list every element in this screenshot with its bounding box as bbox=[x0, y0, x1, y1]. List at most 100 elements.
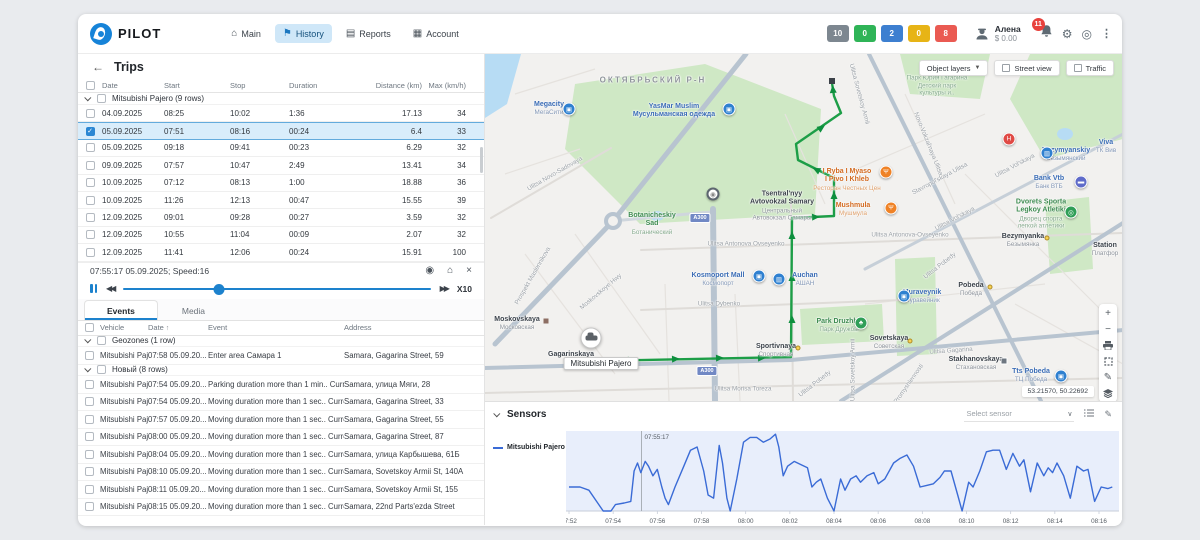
bank-vtb-poi[interactable]: ▬ bbox=[1075, 176, 1088, 189]
object-layers-dropdown[interactable]: Object layers ▼ bbox=[919, 60, 989, 76]
slider-thumb[interactable] bbox=[213, 284, 224, 295]
list-item[interactable]: Mitsubishi Paj...08:11 05.09.20...Moving… bbox=[78, 481, 484, 499]
row-checkbox[interactable] bbox=[86, 161, 95, 170]
row-checkbox[interactable] bbox=[85, 380, 94, 389]
group-checkbox[interactable] bbox=[97, 336, 106, 345]
chevron-down-icon[interactable] bbox=[84, 94, 91, 101]
zoom-out-button[interactable]: − bbox=[1102, 323, 1114, 335]
list-item[interactable]: Mitsubishi Paj...08:10 05.09.20...Moving… bbox=[78, 464, 484, 482]
select-all-checkbox[interactable] bbox=[85, 323, 94, 332]
nav-item-history[interactable]: ⚑History bbox=[275, 24, 332, 43]
vehicle-label[interactable]: Mitsubishi Pajero bbox=[564, 357, 639, 370]
playback-rate[interactable]: X10 bbox=[457, 284, 472, 294]
sort-asc-icon[interactable]: ↑ bbox=[164, 325, 169, 332]
notifications-button[interactable]: 11 bbox=[1040, 24, 1053, 43]
user-block[interactable]: Алена $ 0.00 bbox=[974, 24, 1021, 43]
brush-icon[interactable]: ✎ bbox=[1104, 409, 1112, 420]
table-row[interactable]: 10.09.202511:2612:1300:4715.5539 bbox=[78, 192, 484, 209]
table-row[interactable]: 12.09.202509:0109:2800:273.5932 bbox=[78, 209, 484, 226]
row-checkbox[interactable] bbox=[85, 397, 94, 406]
traffic-checkbox[interactable] bbox=[1074, 64, 1082, 72]
gear-icon[interactable]: ⚙ bbox=[1062, 27, 1073, 41]
rewind-icon[interactable]: ◀◀ bbox=[106, 284, 114, 293]
dvorets-sporta-poi[interactable]: ◎ bbox=[1065, 206, 1078, 219]
kosmoport-poi[interactable]: ▣ bbox=[753, 270, 766, 283]
list-item[interactable]: Mitsubishi Paj...07:58 05.09.20...Enter … bbox=[78, 347, 484, 365]
speed-chart[interactable]: 07:5207:5407:5607:5808:0008:0208:0408:06… bbox=[566, 431, 1122, 526]
table-row[interactable]: 10.09.202507:1208:131:0018.8836 bbox=[78, 175, 484, 192]
row-checkbox[interactable] bbox=[85, 485, 94, 494]
pause-button[interactable] bbox=[90, 284, 97, 293]
street-view-checkbox[interactable] bbox=[1002, 64, 1010, 72]
settings-icon[interactable]: ◎ bbox=[1082, 27, 1092, 41]
row-checkbox[interactable] bbox=[86, 248, 95, 257]
avtovokzal-poi[interactable]: ◉ bbox=[707, 188, 720, 201]
table-row[interactable]: 12.09.202511:4112:0600:2415.91100 bbox=[78, 244, 484, 261]
events-group-row[interactable]: Geozones (1 row) bbox=[78, 336, 484, 348]
map[interactable]: Object layers ▼ Street view Traffic + − bbox=[485, 54, 1122, 401]
frame-select-icon[interactable] bbox=[1102, 355, 1114, 367]
table-row[interactable]: 09.09.202507:5710:472:4913.4134 bbox=[78, 157, 484, 174]
kebab-menu-icon[interactable]: ⋮ bbox=[1101, 27, 1112, 40]
print-icon[interactable] bbox=[1102, 339, 1114, 351]
row-checkbox[interactable] bbox=[85, 450, 94, 459]
list-item[interactable]: Mitsubishi Paj...07:54 05.09.20...Parkin… bbox=[78, 376, 484, 394]
brand-logo[interactable]: PILOT bbox=[90, 23, 161, 45]
nav-item-reports[interactable]: ▤Reports bbox=[338, 24, 399, 43]
status-badge-1[interactable]: 0 bbox=[854, 25, 876, 42]
list-item[interactable]: Mitsubishi Paj...08:00 05.09.20...Moving… bbox=[78, 429, 484, 447]
hospital-poi[interactable]: H bbox=[1003, 133, 1016, 146]
traffic-toggle[interactable]: Traffic bbox=[1066, 60, 1114, 76]
auchan-poi[interactable]: ▥ bbox=[773, 273, 786, 286]
table-row[interactable]: 05.09.202509:1809:4100:236.2932 bbox=[78, 140, 484, 157]
row-checkbox[interactable] bbox=[85, 432, 94, 441]
nav-item-main[interactable]: ⌂Main bbox=[223, 24, 269, 43]
table-row[interactable]: 04.09.202508:2510:021:3617.1334 bbox=[78, 105, 484, 122]
row-checkbox[interactable] bbox=[85, 415, 94, 424]
table-row[interactable]: 12.09.202510:5511:0400:092.0732 bbox=[78, 227, 484, 244]
status-badge-2[interactable]: 2 bbox=[881, 25, 903, 42]
row-checkbox[interactable] bbox=[86, 213, 95, 222]
chevron-down-icon[interactable] bbox=[493, 410, 500, 417]
muraveynik-poi[interactable]: ▣ bbox=[898, 290, 911, 303]
chevron-down-icon[interactable] bbox=[84, 337, 91, 344]
row-checkbox[interactable] bbox=[86, 109, 95, 118]
trips-group-row[interactable]: Mitsubishi Pajero (9 rows) bbox=[78, 93, 484, 105]
list-item[interactable]: Mitsubishi Paj...08:04 05.09.20...Moving… bbox=[78, 446, 484, 464]
home-icon[interactable]: ⌂ bbox=[447, 265, 453, 276]
row-checkbox[interactable] bbox=[85, 351, 94, 360]
trips-scrollbar[interactable] bbox=[480, 147, 483, 173]
eye-icon[interactable]: ◉ bbox=[425, 265, 434, 276]
select-sensor-dropdown[interactable]: Select sensor ∨ bbox=[964, 407, 1074, 422]
nav-item-account[interactable]: ▦Account bbox=[405, 24, 467, 43]
row-checkbox[interactable]: ✓ bbox=[86, 127, 95, 136]
status-badge-4[interactable]: 8 bbox=[935, 25, 957, 42]
tab-events[interactable]: Events bbox=[84, 300, 158, 320]
tts-pobeda-poi[interactable]: ▣ bbox=[1055, 370, 1068, 383]
park-druzhby-poi[interactable]: ♣ bbox=[855, 317, 868, 330]
row-checkbox[interactable] bbox=[86, 196, 95, 205]
layers-icon[interactable] bbox=[1102, 387, 1114, 399]
sensor-list-icon[interactable] bbox=[1084, 409, 1094, 419]
zoom-in-button[interactable]: + bbox=[1102, 307, 1114, 319]
back-button[interactable]: ← bbox=[92, 60, 104, 74]
mushmula-poi[interactable]: Ψ bbox=[885, 202, 898, 215]
status-badge-3[interactable]: 0 bbox=[908, 25, 930, 42]
yasmar-poi[interactable]: ▣ bbox=[723, 103, 736, 116]
street-view-toggle[interactable]: Street view bbox=[994, 60, 1059, 76]
close-icon[interactable]: × bbox=[466, 265, 472, 276]
vehicle-marker[interactable] bbox=[581, 328, 602, 349]
row-checkbox[interactable] bbox=[86, 143, 95, 152]
row-checkbox[interactable] bbox=[86, 230, 95, 239]
status-badge-0[interactable]: 10 bbox=[827, 25, 849, 42]
fast-forward-icon[interactable]: ▶▶ bbox=[440, 284, 448, 293]
select-all-checkbox[interactable] bbox=[86, 81, 95, 90]
row-checkbox[interactable] bbox=[86, 178, 95, 187]
bezymyanskiy-poi[interactable]: ▥ bbox=[1041, 147, 1054, 160]
list-item[interactable]: Mitsubishi Paj...07:54 05.09.20...Moving… bbox=[78, 394, 484, 412]
events-group-row[interactable]: Новый (8 rows) bbox=[78, 365, 484, 377]
playback-slider[interactable] bbox=[123, 284, 430, 294]
row-checkbox[interactable] bbox=[85, 467, 94, 476]
ruler-icon[interactable]: ✎ bbox=[1102, 371, 1114, 383]
list-item[interactable]: Mitsubishi Paj...07:57 05.09.20...Moving… bbox=[78, 411, 484, 429]
